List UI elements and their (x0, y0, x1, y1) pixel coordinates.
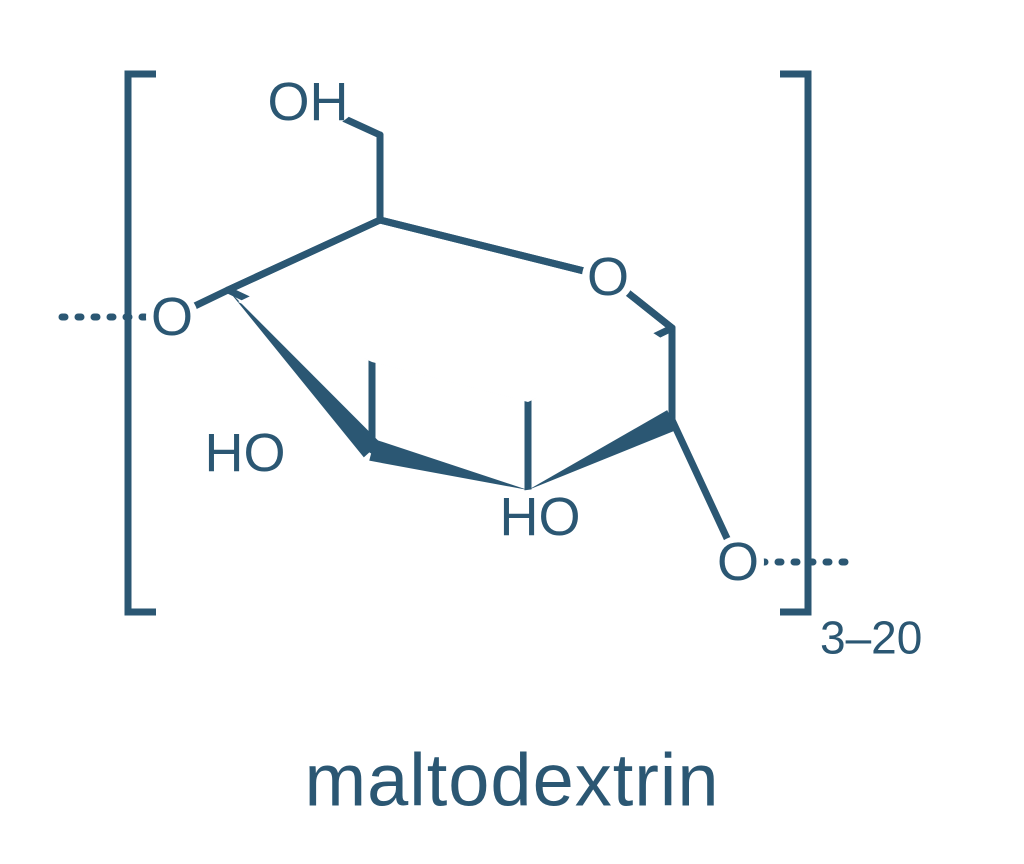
compound-name: maltodextrin (304, 739, 719, 822)
molecule-diagram: OHOOHOHOO3–20maltodextrinO (0, 0, 1024, 864)
label-o-c1: O (717, 532, 759, 592)
right-bracket (780, 74, 808, 612)
label-o-c4: O (151, 287, 193, 347)
svg-text:O: O (587, 247, 629, 307)
label-ho-c2: HO (500, 487, 581, 547)
repeat-subscript: 3–20 (820, 612, 922, 664)
label-ho-c3: HO (205, 423, 286, 483)
label-oh-c6: OH (268, 72, 349, 132)
